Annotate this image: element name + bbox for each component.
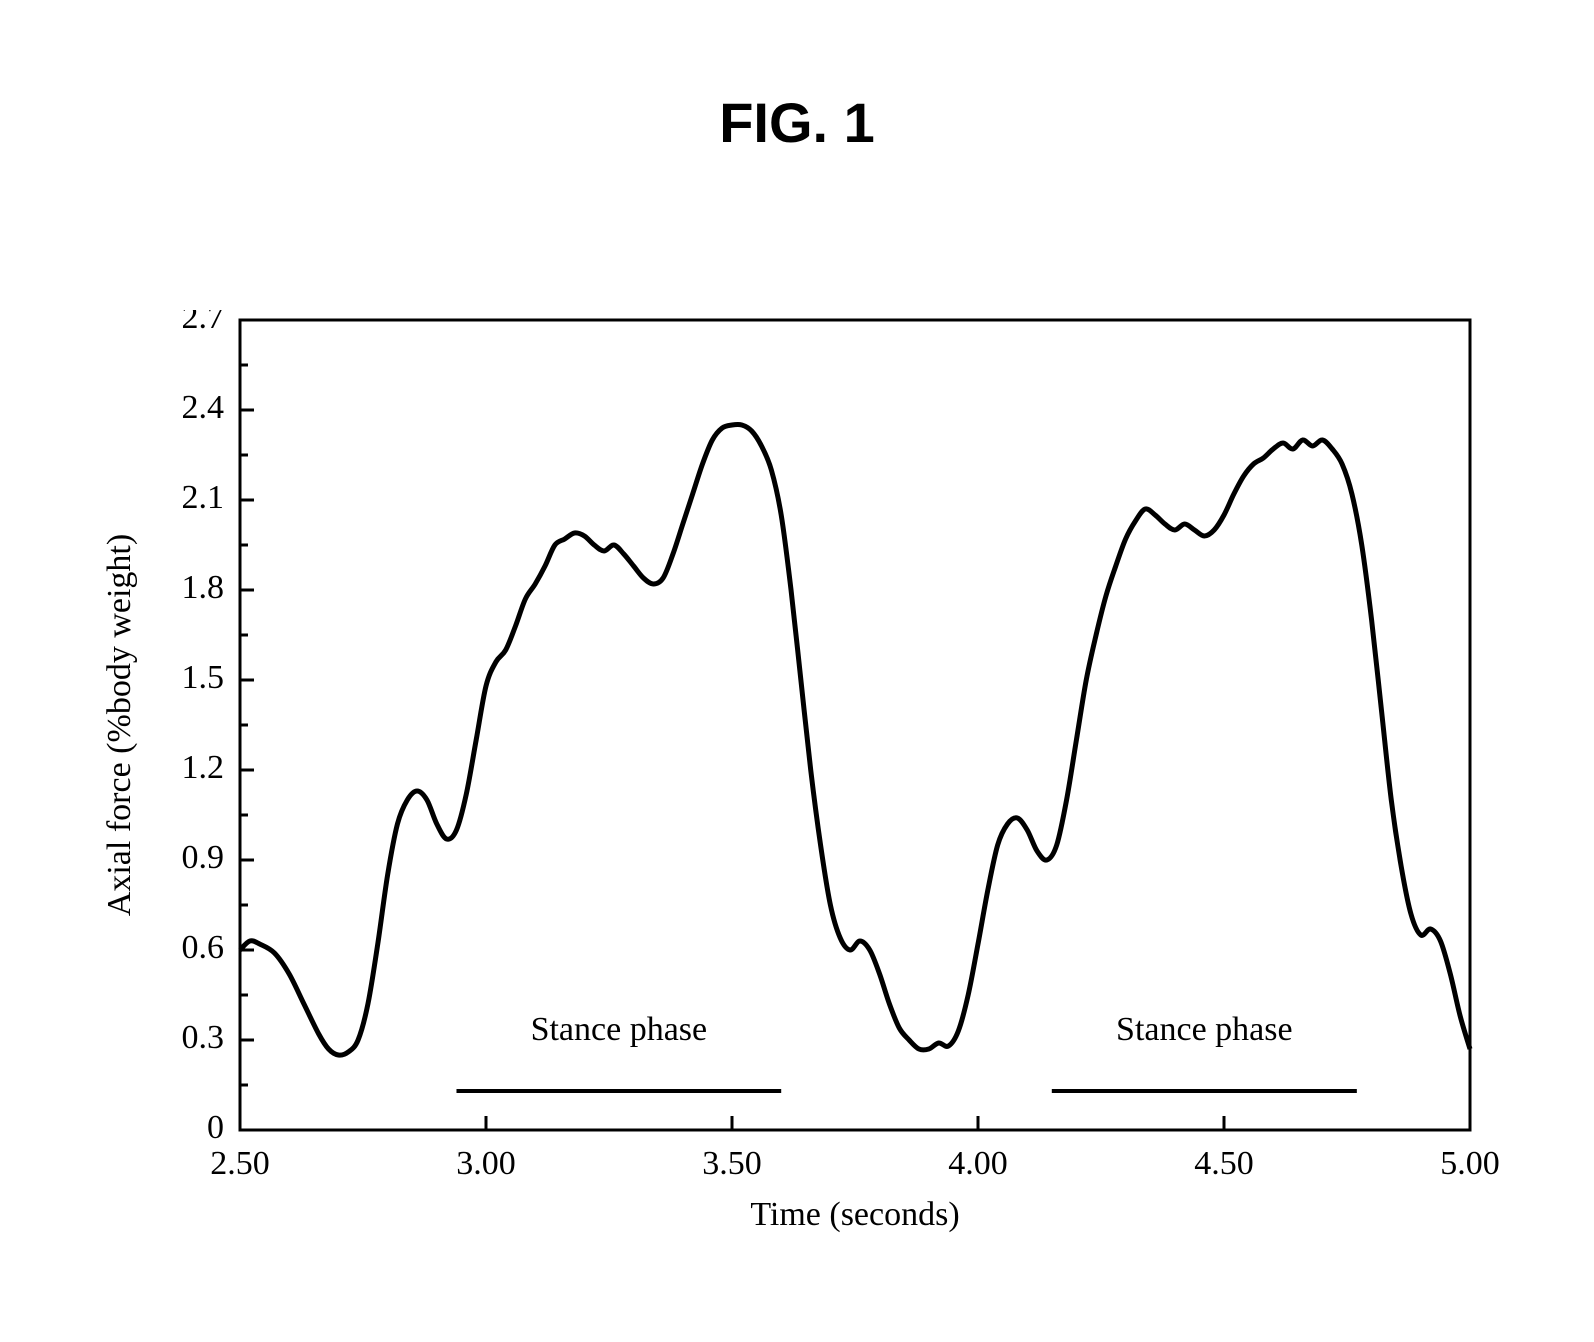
- x-tick-label: 4.00: [948, 1145, 1008, 1182]
- x-tick-label: 2.50: [210, 1145, 270, 1182]
- y-tick-label: 1.2: [182, 749, 225, 786]
- x-tick-label: 3.00: [456, 1145, 516, 1182]
- y-tick-label: 2.7: [182, 310, 225, 336]
- y-tick-label: 0.3: [182, 1019, 225, 1056]
- x-tick-label: 5.00: [1440, 1145, 1500, 1182]
- y-tick-label: 0.6: [182, 929, 225, 966]
- x-axis-label: Time (seconds): [750, 1196, 959, 1233]
- stance-phase-label: Stance phase: [1116, 1011, 1293, 1048]
- y-tick-label: 1.5: [182, 659, 225, 696]
- x-tick-label: 4.50: [1194, 1145, 1254, 1182]
- y-tick-label: 0.9: [182, 839, 225, 876]
- chart-container: 0 0.3 0.6 0.9 1.2 1.5 1.8 2.1 2.4 2.7 2.50 3.00 3.50…: [90, 310, 1520, 1290]
- y-axis-label: Axial force (%body weight): [101, 534, 138, 916]
- data-series: [240, 424, 1470, 1055]
- x-tick-label: 3.50: [702, 1145, 762, 1182]
- y-tick-label: 2.1: [182, 479, 225, 516]
- y-tick-label: 0: [207, 1109, 224, 1146]
- figure-title: FIG. 1: [0, 90, 1594, 155]
- axial-force-chart: 0 0.3 0.6 0.9 1.2 1.5 1.8 2.1 2.4 2.7 2.50 3.00 3.50…: [90, 310, 1520, 1290]
- stance-phase-label: Stance phase: [531, 1011, 708, 1048]
- y-tick-label: 1.8: [182, 569, 225, 606]
- y-tick-label: 2.4: [182, 389, 225, 426]
